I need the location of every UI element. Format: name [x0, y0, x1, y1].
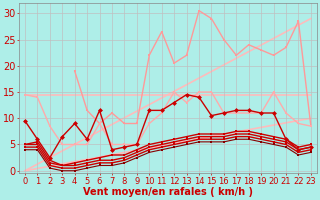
X-axis label: Vent moyen/en rafales ( km/h ): Vent moyen/en rafales ( km/h ) [83, 187, 253, 197]
